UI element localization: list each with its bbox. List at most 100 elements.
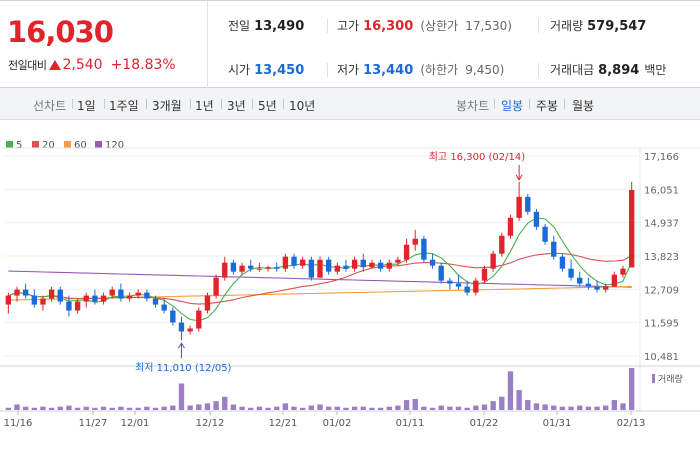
volume-bar (291, 406, 297, 410)
candle-daily[interactable]: 일봉 (501, 99, 524, 113)
divider (221, 99, 222, 109)
volume-bar (100, 406, 107, 410)
candle-body (369, 262, 375, 268)
volume-bar (265, 407, 271, 410)
candle-body (161, 304, 167, 311)
volume-bar (594, 406, 600, 410)
candle-body (248, 265, 254, 269)
candle-body (360, 259, 366, 268)
divider (564, 99, 565, 109)
price-summary: 16,030 전일대비 2,540 +18.83% (0, 1, 208, 88)
candle-body (533, 211, 540, 227)
candle-body (256, 268, 263, 270)
candle-body (421, 238, 427, 260)
period-3y[interactable]: 3년 (227, 99, 246, 113)
y-axis: 17,166 16,051 14,937 13,823 12,709 11,595 10,4… (644, 152, 679, 363)
candle-body (438, 265, 444, 281)
candle-body (412, 238, 418, 245)
amount-label: 거래대금 (550, 63, 595, 77)
period-1d[interactable]: 1일 (77, 99, 96, 113)
candle-body (204, 295, 211, 311)
candle-body (464, 286, 470, 293)
volume-bar (525, 400, 531, 410)
legend-swatch (64, 141, 71, 148)
candle-weekly[interactable]: 주봉 (536, 99, 559, 113)
volume-bar (40, 406, 46, 410)
lower-limit-label: (하한가 (420, 63, 459, 77)
chart-toolbar: 선차트 1일 1주일 3개월 1년 3년 5년 10년 봉차트 일봉 주봉 월봉 (0, 88, 700, 120)
high-annotation: 최고 16,300 (02/14) (429, 151, 525, 163)
volume-legend-swatch (652, 374, 655, 383)
candle-body (274, 267, 280, 269)
volume-bar (126, 407, 133, 410)
volume-bar (144, 406, 150, 410)
period-1w[interactable]: 1주일 (109, 99, 139, 113)
candle-body (611, 274, 618, 287)
volume-bar (334, 406, 340, 410)
x-tick-label: 01/11 (396, 418, 425, 429)
candle-body (377, 262, 384, 269)
candle-body (525, 196, 531, 212)
volume-legend-label: 거래량 (658, 373, 683, 385)
open-price: 시가 13,450 (228, 59, 304, 79)
candle-body (291, 256, 297, 266)
period-3m[interactable]: 3개월 (152, 99, 182, 113)
candle-body (568, 268, 574, 278)
candle-body (126, 295, 133, 299)
volume-bar (300, 407, 306, 410)
candle-body (135, 292, 141, 296)
volume-bar (135, 407, 141, 410)
candle-body (152, 298, 159, 305)
divider (146, 99, 147, 109)
low-annotation: 최저 11,010 (12/05) (135, 362, 231, 374)
volume-bar (256, 406, 263, 410)
period-10y[interactable]: 10년 (289, 99, 316, 113)
candle-body (196, 310, 202, 329)
divider (494, 99, 495, 109)
volume-bar (386, 406, 392, 410)
volume-bar (403, 400, 410, 410)
divider (327, 19, 328, 33)
upper-limit-label: (상한가 (420, 19, 459, 33)
volume-bar (628, 368, 635, 410)
candle-body (395, 259, 401, 263)
candle-body (40, 298, 46, 305)
x-tick-label: 01/02 (323, 418, 352, 429)
candle-body (481, 268, 488, 281)
open-value: 13,450 (254, 63, 305, 78)
candle-body (230, 262, 237, 272)
change-percent: +18.83% (110, 57, 176, 73)
candle-body (31, 295, 37, 305)
low-label: 저가 (337, 63, 360, 77)
candle-monthly[interactable]: 월봉 (572, 99, 595, 113)
candle-body (57, 289, 63, 302)
candle-body (118, 289, 124, 299)
volume-bar (5, 407, 12, 410)
period-1y[interactable]: 1년 (195, 99, 214, 113)
volume-bar (473, 405, 479, 410)
y-tick-label: 16,051 (644, 185, 679, 196)
prev-close-value: 13,490 (254, 19, 305, 34)
candle-body (14, 289, 20, 296)
period-5y[interactable]: 5년 (258, 99, 277, 113)
volume-bar (152, 407, 159, 410)
divider (252, 99, 253, 109)
candle-body (507, 217, 514, 236)
volume-bar (620, 403, 626, 410)
candle-body (300, 259, 306, 266)
divider (72, 99, 73, 109)
x-tick-label: 11/16 (4, 418, 33, 429)
change-label: 전일대비 (8, 59, 47, 72)
candle-body (92, 295, 98, 302)
candle-body (222, 262, 228, 278)
candle-body (213, 277, 219, 296)
candle-body (187, 328, 193, 332)
candle-body (403, 244, 410, 260)
low-value: 13,440 (363, 63, 414, 78)
legend-swatch (95, 141, 102, 148)
chart-grid (0, 147, 700, 412)
volume-bar (317, 404, 323, 410)
volume-value: 579,547 (587, 19, 647, 34)
volume-bar (464, 407, 470, 410)
